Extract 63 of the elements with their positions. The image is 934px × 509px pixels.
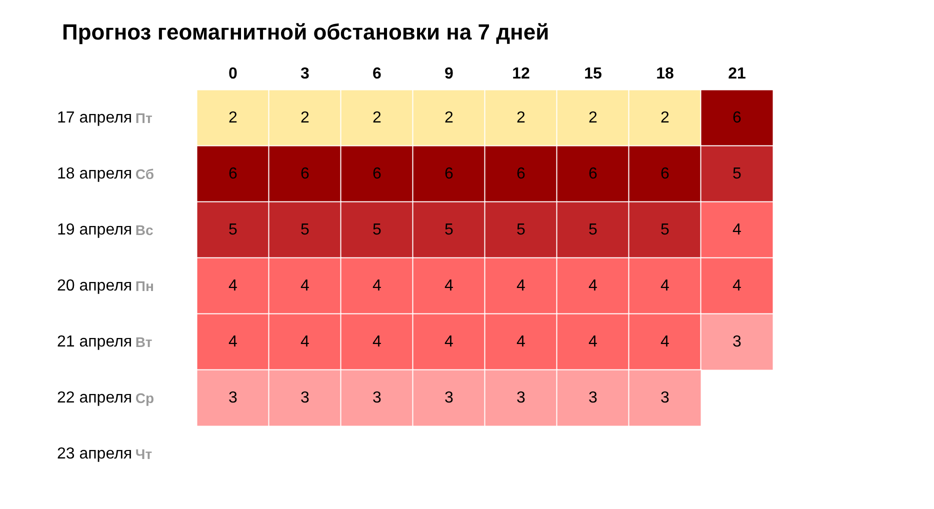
data-label: 4: [300, 278, 310, 294]
data-label: 6: [444, 166, 454, 182]
data-label: 5: [660, 222, 670, 238]
data-label: 3: [516, 390, 526, 406]
data-label: 3: [300, 390, 310, 406]
y-tick-label: 17 апреля Пт: [57, 110, 152, 126]
data-label: 6: [228, 166, 238, 182]
data-label: 2: [516, 110, 526, 126]
x-tick-label: 0: [228, 66, 238, 82]
data-label: 2: [588, 110, 598, 126]
data-label: 6: [660, 166, 670, 182]
y-tick-label: 21 апреля Вт: [57, 334, 152, 350]
data-label: 2: [444, 110, 454, 126]
data-label: 4: [300, 334, 310, 350]
data-label: 3: [588, 390, 598, 406]
data-label: 3: [228, 390, 238, 406]
data-label: 3: [444, 390, 454, 406]
data-label: 6: [588, 166, 598, 182]
data-label: 4: [588, 334, 598, 350]
x-tick-label: 12: [512, 66, 530, 82]
x-tick-label: 15: [584, 66, 602, 82]
data-label: 5: [300, 222, 310, 238]
y-tick-label: 22 апреля Ср: [57, 390, 154, 406]
data-label: 4: [660, 278, 670, 294]
data-label: 4: [228, 278, 238, 294]
data-label: 4: [372, 278, 382, 294]
data-label: 5: [516, 222, 526, 238]
data-label: 4: [516, 278, 526, 294]
data-label: 4: [372, 334, 382, 350]
data-label: 4: [660, 334, 670, 350]
data-label: 5: [732, 166, 742, 182]
data-label: 6: [300, 166, 310, 182]
data-label: 5: [444, 222, 454, 238]
x-tick-label: 6: [372, 66, 382, 82]
data-label: 4: [444, 278, 454, 294]
data-label: 2: [372, 110, 382, 126]
x-tick-label: 9: [444, 66, 454, 82]
data-label: 4: [732, 278, 742, 294]
data-label: 3: [732, 334, 742, 350]
data-label: 2: [660, 110, 670, 126]
data-label: 4: [588, 278, 598, 294]
data-label: 5: [228, 222, 238, 238]
data-label: 2: [300, 110, 310, 126]
data-label: 4: [444, 334, 454, 350]
data-label: 6: [732, 110, 742, 126]
data-label: 4: [732, 222, 742, 238]
data-label: 3: [372, 390, 382, 406]
data-label: 5: [588, 222, 598, 238]
data-label: 4: [516, 334, 526, 350]
chart-title: Прогноз геомагнитной обстановки на 7 дней: [62, 20, 550, 44]
y-tick-label: 19 апреля Вс: [57, 222, 154, 238]
data-label: 3: [660, 390, 670, 406]
y-tick-label: 23 апреля Чт: [57, 446, 152, 462]
data-label: 6: [516, 166, 526, 182]
x-tick-label: 18: [656, 66, 674, 82]
data-label: 4: [228, 334, 238, 350]
data-label: 5: [372, 222, 382, 238]
y-tick-label: 18 апреля Сб: [57, 166, 154, 182]
data-label: 6: [372, 166, 382, 182]
x-tick-label: 3: [300, 66, 310, 82]
y-tick-label: 20 апреля Пн: [57, 278, 154, 294]
x-tick-label: 21: [728, 66, 746, 82]
data-label: 2: [228, 110, 238, 126]
